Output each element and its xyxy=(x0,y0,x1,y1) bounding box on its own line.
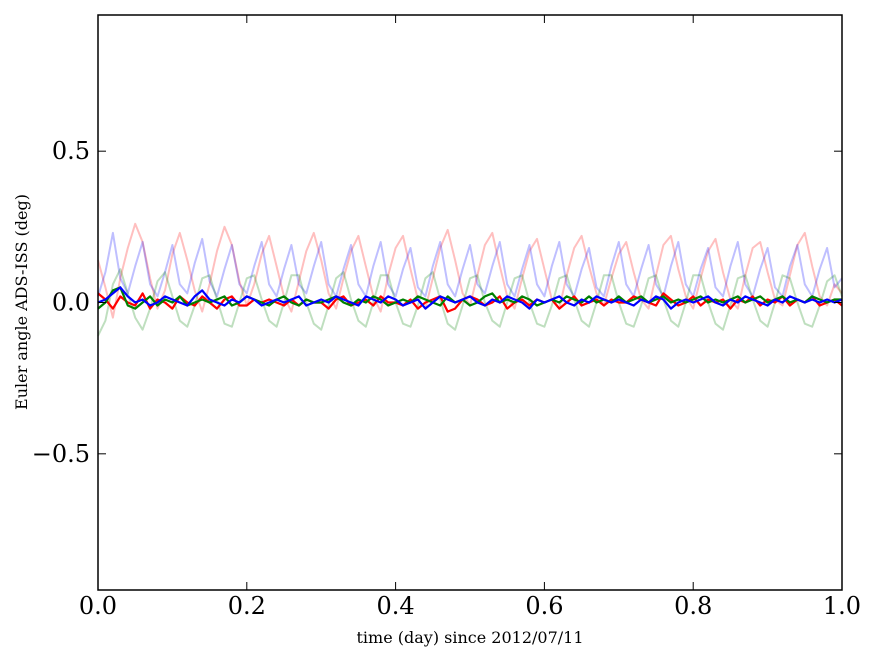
series-line-3 xyxy=(97,268,843,337)
x-tick-label: 0.4 xyxy=(377,592,415,620)
series-line-2 xyxy=(97,231,843,298)
x-tick-label: 0.0 xyxy=(79,592,117,620)
series-line-6 xyxy=(97,286,843,310)
series-line-5 xyxy=(97,286,842,310)
x-tick-label: 0.2 xyxy=(228,592,266,620)
y-tick-label: 0.0 xyxy=(52,289,90,317)
y-axis-title: Euler angle ADS-ISS (deg) xyxy=(12,194,31,410)
x-tick-label: 1.0 xyxy=(823,592,861,620)
tick-layer: 0.0 0.2 0.4 0.6 0.8 1.0 −0.5 0.0 0.5 xyxy=(32,15,861,620)
x-tick-label: 0.8 xyxy=(674,592,712,620)
x-tick-label: 0.6 xyxy=(525,592,563,620)
y-tick-label: 0.5 xyxy=(52,137,90,165)
y-tick-label: −0.5 xyxy=(32,440,90,468)
series-layer xyxy=(97,222,843,337)
x-axis-title: time (day) since 2012/07/11 xyxy=(356,628,583,647)
